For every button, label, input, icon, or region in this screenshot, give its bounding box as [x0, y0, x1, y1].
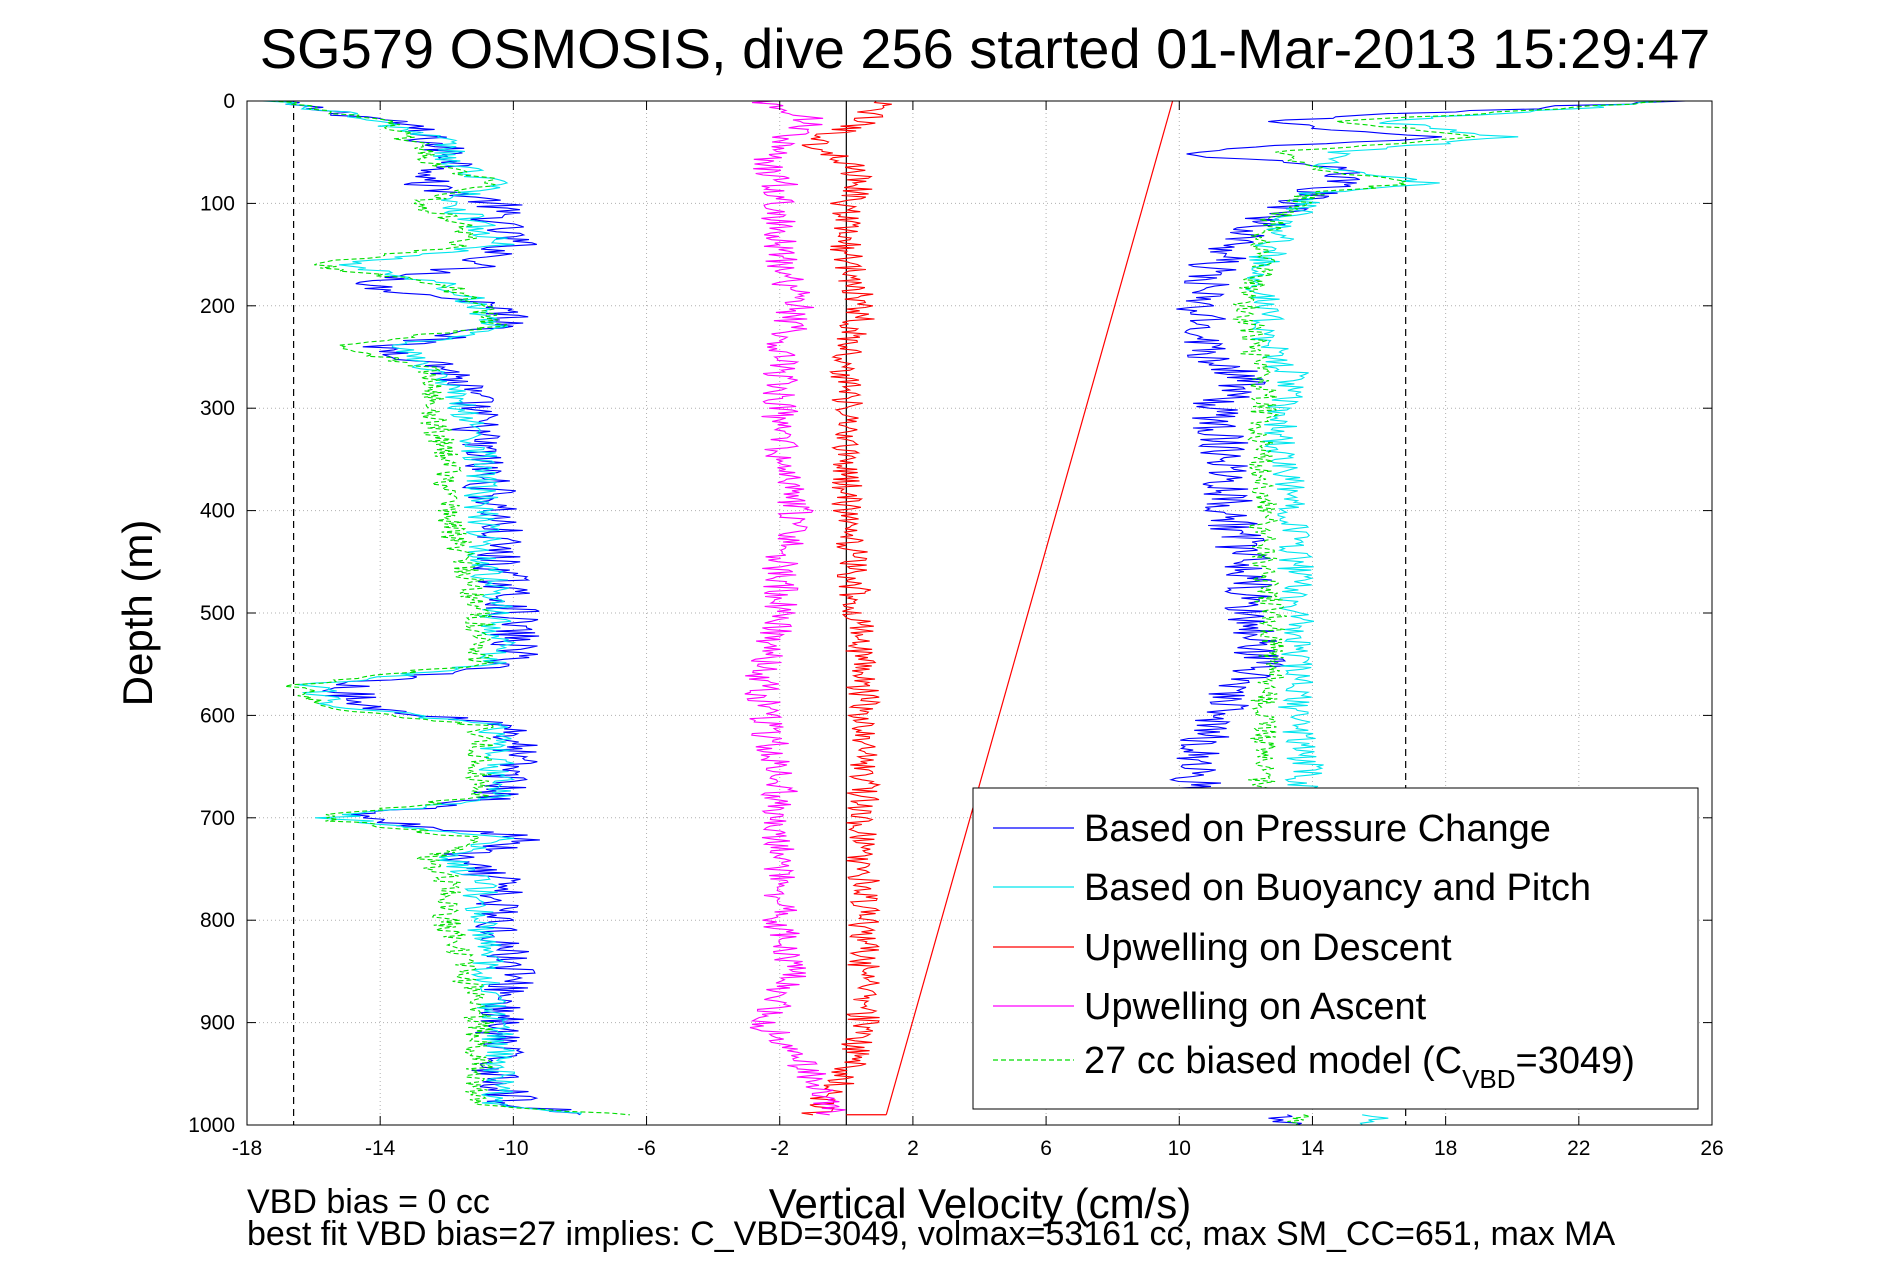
series-27-cc-biased-model-c-vbd-3049 — [1287, 1114, 1311, 1126]
series-based-on-buoyancy-and-pitch — [262, 100, 583, 1116]
y-axis-label: Depth (m) — [114, 520, 161, 707]
legend-label-suffix: =3049) — [1516, 1040, 1635, 1082]
series-27-cc-biased-model-c-vbd-3049 — [270, 100, 630, 1116]
x-tick-label: 22 — [1567, 1137, 1590, 1160]
x-tick-labels: -18 -14 -10 -6 -2 2 6 10 14 18 22 26 — [232, 1137, 1724, 1160]
y-tick-label: 100 — [200, 192, 235, 215]
x-tick-label: -18 — [232, 1137, 262, 1160]
legend-label: Based on Buoyancy and Pitch — [1084, 867, 1591, 909]
y-tick-label: 300 — [200, 397, 235, 420]
x-tick-label: -6 — [637, 1137, 656, 1160]
axis-ticks — [246, 100, 1713, 1126]
best-fit-summary: best fit VBD bias=27 implies: C_VBD=3049… — [247, 1215, 1616, 1253]
y-tick-label: 500 — [200, 602, 235, 625]
legend: Based on Pressure Change Based on Buoyanc… — [972, 787, 1699, 1110]
y-tick-label: 400 — [200, 500, 235, 523]
y-tick-label: 1000 — [188, 1114, 235, 1137]
legend-label-subscript: VBD — [1462, 1064, 1515, 1094]
y-tick-label: 600 — [200, 704, 235, 727]
legend-box — [972, 787, 1699, 1110]
y-tick-labels: 0 100 200 300 400 500 600 700 800 900 1000 — [188, 90, 235, 1137]
chart-title: SG579 OSMOSIS, dive 256 started 01-Mar-2… — [260, 17, 1711, 80]
x-tick-label: 6 — [1040, 1137, 1052, 1160]
series-upwelling-on-descent — [801, 100, 892, 1116]
y-tick-label: 800 — [200, 909, 235, 932]
x-tick-label: 18 — [1434, 1137, 1457, 1160]
legend-label: Upwelling on Ascent — [1084, 986, 1427, 1028]
series-based-on-pressure-change — [1268, 1114, 1302, 1126]
legend-label: Based on Pressure Change — [1084, 808, 1551, 850]
series-based-on-pressure-change — [1169, 100, 1687, 829]
legend-items: Based on Pressure Change Based on Buoyanc… — [993, 808, 1635, 1094]
x-tick-label: -14 — [365, 1137, 396, 1160]
x-tick-label: -10 — [498, 1137, 528, 1160]
overlay-lines — [846, 100, 1174, 1116]
series-upwelling-on-ascent — [744, 100, 846, 1116]
series-based-on-pressure-change — [270, 100, 581, 1116]
vbd-bias-label: VBD bias = 0 cc — [247, 1183, 490, 1221]
y-tick-label: 0 — [223, 90, 235, 113]
x-tick-label: 2 — [907, 1137, 919, 1160]
x-tick-label: 14 — [1301, 1137, 1325, 1160]
y-tick-label: 900 — [200, 1012, 235, 1035]
x-tick-label: 26 — [1700, 1137, 1723, 1160]
x-tick-label: -2 — [770, 1137, 789, 1160]
data-series — [262, 100, 1687, 1126]
x-axis-label: Vertical Velocity (cm/s) — [769, 1180, 1191, 1227]
series-based-on-buoyancy-and-pitch — [1244, 100, 1662, 829]
legend-label: Upwelling on Descent — [1084, 927, 1452, 969]
y-tick-label: 200 — [200, 295, 235, 318]
upwelling-trend-line — [885, 100, 1174, 1115]
x-tick-label: 10 — [1168, 1137, 1191, 1160]
series-based-on-buoyancy-and-pitch — [1359, 1114, 1389, 1126]
series-27-cc-biased-model-c-vbd-3049 — [1232, 100, 1670, 829]
y-tick-label: 700 — [200, 807, 235, 830]
